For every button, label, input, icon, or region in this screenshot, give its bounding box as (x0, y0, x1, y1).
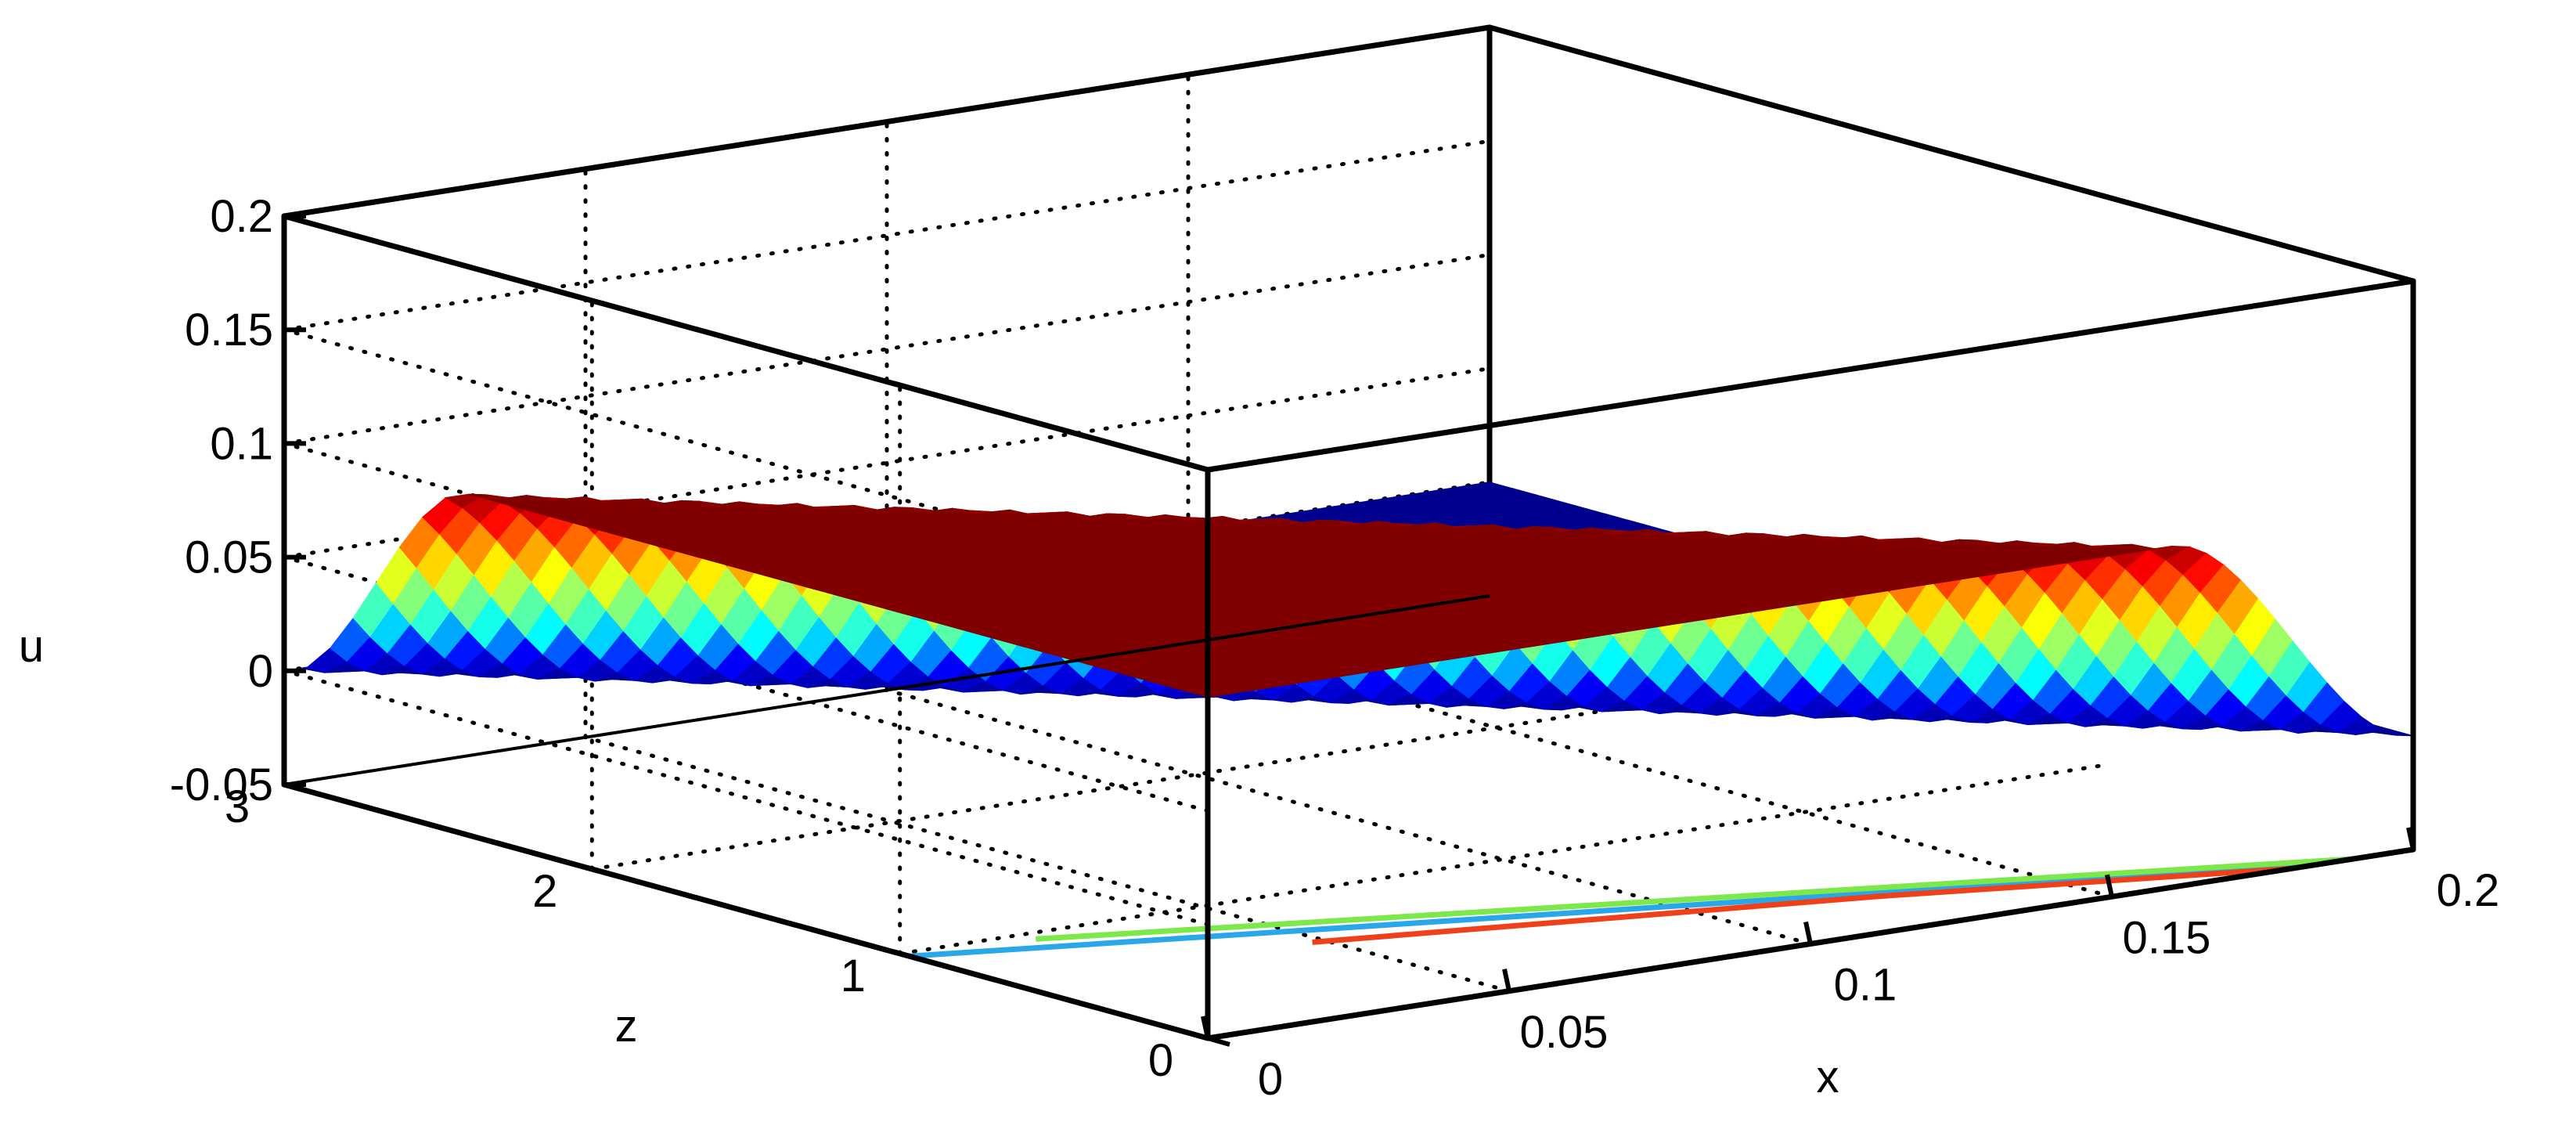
grid-line (1186, 640, 2114, 899)
u-tick-label: 0.1 (210, 418, 273, 469)
z-axis-label: z (615, 1001, 638, 1052)
x-tick-label: 0 (1258, 1054, 1283, 1105)
x-tick (1502, 969, 1511, 992)
axis-tick-labels: -0.05 0 0.05 0.1 0.15 0.2 0 0.05 0.1 0.15 0.2 0 1 2 3 (170, 191, 2500, 1105)
axis-labels: x z u (19, 621, 1839, 1102)
x-tick-label: 0.15 (2123, 912, 2211, 963)
u-tick-label: 0.05 (185, 532, 273, 583)
box-edge (281, 24, 1493, 219)
box-edge (1205, 278, 2416, 473)
u-tick-label: 0.15 (185, 305, 273, 355)
grid-line (898, 763, 2108, 956)
grid-line (589, 678, 1800, 871)
u-tick-label: -0.05 (170, 759, 273, 810)
grid-line (282, 139, 1492, 332)
surface-mesh (283, 482, 2414, 737)
z-tick (591, 867, 615, 878)
surface-patch (2372, 729, 2414, 737)
u-axis-label: u (19, 621, 44, 672)
z-tick-label: 0 (1148, 1035, 1173, 1086)
contour-lines (909, 856, 2354, 959)
box-edge (1486, 24, 2416, 284)
grid-line (282, 252, 1492, 446)
x-tick-label: 0.05 (1520, 1007, 1609, 1058)
x-axis-label: x (1817, 1052, 1839, 1102)
grid-line (282, 669, 1210, 927)
x-tick-label: 0.2 (2437, 865, 2500, 916)
u-tick-label: 0.2 (210, 191, 273, 242)
x-tick-label: 0.1 (1834, 960, 1897, 1011)
x-tick (1803, 921, 1813, 945)
box-edge (281, 781, 1211, 1041)
z-tick (283, 782, 307, 793)
grid-line (282, 327, 1210, 586)
z-tick (899, 951, 923, 962)
u-tick-label: 0 (248, 646, 273, 697)
z-tick-label: 3 (225, 781, 250, 832)
z-tick (1207, 1036, 1230, 1047)
z-tick-label: 1 (841, 951, 866, 1001)
contour-line (1312, 865, 2293, 945)
box-edge (281, 213, 1211, 473)
grid-line (282, 366, 1492, 560)
contour-line (1036, 856, 2354, 942)
grid-line (583, 735, 1511, 994)
x-tick (1201, 1016, 1210, 1039)
x-tick (2406, 827, 2416, 850)
z-tick-label: 2 (532, 866, 557, 917)
x-tick (2105, 874, 2114, 897)
contour-line (909, 860, 2323, 959)
grid-line (884, 688, 1813, 946)
box-edge (283, 594, 1490, 786)
